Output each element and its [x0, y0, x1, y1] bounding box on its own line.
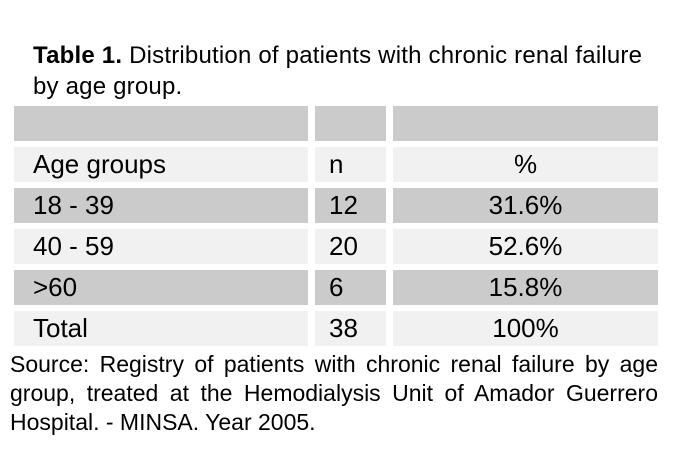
table-title-label: Table 1. [33, 42, 123, 69]
table-cell-percent: 31.6% [393, 188, 658, 223]
column-header-age-groups: Age groups [14, 147, 308, 182]
table-header-band-cell [315, 106, 386, 141]
table-cell-age-range: 40 - 59 [14, 229, 308, 264]
table-cell-count: 6 [315, 270, 386, 305]
table-title: Table 1. Distribution of patients with c… [33, 40, 653, 102]
table-cell-percent: 52.6% [393, 229, 658, 264]
table-cell-total-percent: 100% [393, 311, 658, 346]
data-table: Age groups n % 18 - 39 12 31.6% 40 - 59 … [14, 106, 658, 346]
table-cell-count: 12 [315, 188, 386, 223]
source-note: Source: Registry of patients with chroni… [10, 351, 658, 435]
column-header-percent: % [393, 147, 658, 182]
table-header-band-cell [14, 106, 308, 141]
table-cell-count: 20 [315, 229, 386, 264]
table-cell-total-count: 38 [315, 311, 386, 346]
table-cell-total-label: Total [14, 311, 308, 346]
table-cell-age-range: >60 [14, 270, 308, 305]
table-cell-percent: 15.8% [393, 270, 658, 305]
table-cell-age-range: 18 - 39 [14, 188, 308, 223]
table-title-text: Distribution of patients with chronic re… [33, 42, 643, 100]
column-header-n: n [315, 147, 386, 182]
table-header-band-cell [393, 106, 658, 141]
